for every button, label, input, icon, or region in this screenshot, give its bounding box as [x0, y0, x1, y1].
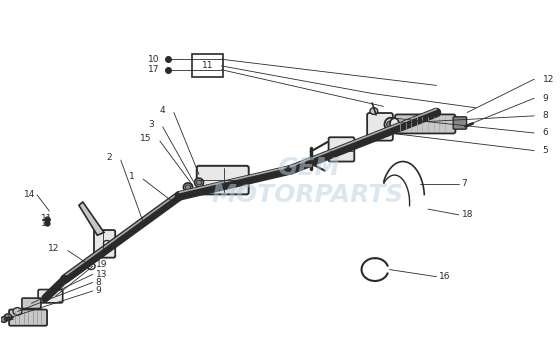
- FancyBboxPatch shape: [9, 310, 47, 326]
- Circle shape: [1, 317, 7, 322]
- Text: 17: 17: [41, 219, 53, 228]
- Text: 3: 3: [148, 120, 155, 129]
- Text: 11: 11: [202, 61, 213, 71]
- Text: 12: 12: [48, 244, 59, 252]
- Circle shape: [13, 308, 22, 315]
- Text: 14: 14: [24, 190, 35, 199]
- Text: 19: 19: [96, 260, 107, 269]
- Ellipse shape: [390, 118, 399, 129]
- Text: 9: 9: [543, 94, 548, 103]
- Text: 11: 11: [41, 214, 53, 223]
- Ellipse shape: [380, 130, 390, 136]
- Text: 15: 15: [140, 134, 152, 143]
- FancyBboxPatch shape: [367, 113, 393, 141]
- Text: 4: 4: [160, 106, 166, 115]
- Text: 10: 10: [148, 55, 160, 64]
- Circle shape: [4, 314, 12, 321]
- FancyBboxPatch shape: [453, 117, 466, 129]
- Ellipse shape: [183, 183, 192, 192]
- Polygon shape: [79, 202, 104, 235]
- Circle shape: [104, 240, 110, 246]
- Text: 8: 8: [96, 278, 101, 287]
- Ellipse shape: [385, 118, 396, 131]
- FancyBboxPatch shape: [395, 115, 455, 133]
- Text: 18: 18: [461, 210, 473, 219]
- Text: 9: 9: [96, 287, 101, 295]
- FancyBboxPatch shape: [329, 137, 354, 162]
- Circle shape: [370, 108, 378, 115]
- Text: 1: 1: [129, 172, 135, 181]
- Text: 17: 17: [148, 65, 160, 74]
- Ellipse shape: [194, 178, 203, 187]
- Text: GEM
MOTORPARTS: GEM MOTORPARTS: [212, 155, 404, 207]
- Circle shape: [387, 121, 394, 128]
- Text: 8: 8: [543, 111, 548, 120]
- Text: 6: 6: [543, 128, 548, 138]
- FancyBboxPatch shape: [94, 230, 115, 258]
- FancyBboxPatch shape: [38, 290, 63, 303]
- Circle shape: [136, 221, 143, 228]
- Circle shape: [196, 180, 202, 185]
- Text: 7: 7: [461, 180, 467, 189]
- Text: 2: 2: [107, 153, 113, 162]
- Text: 13: 13: [96, 270, 107, 279]
- FancyBboxPatch shape: [197, 166, 249, 194]
- Text: 12: 12: [543, 75, 554, 84]
- FancyBboxPatch shape: [22, 298, 41, 309]
- Circle shape: [185, 185, 190, 190]
- Text: 5: 5: [543, 146, 548, 155]
- Text: 16: 16: [439, 272, 451, 281]
